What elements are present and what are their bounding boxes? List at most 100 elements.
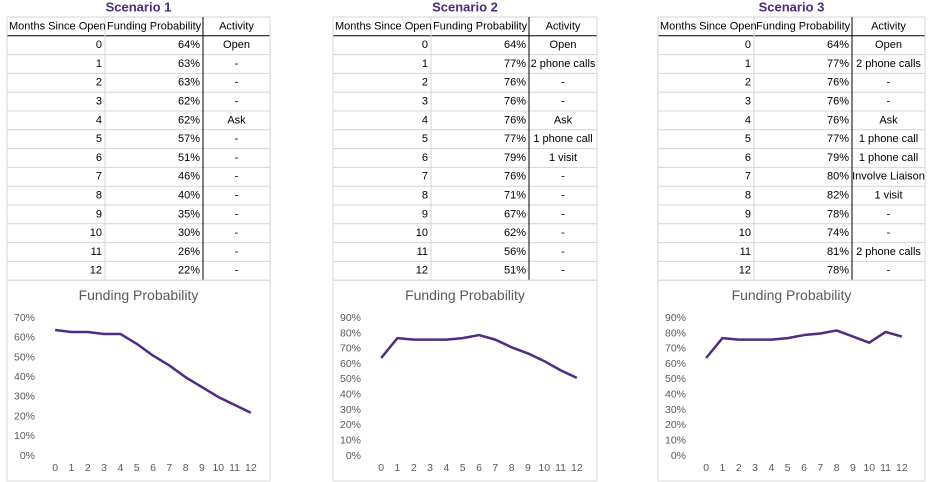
header-cell: Funding Probability	[756, 20, 851, 32]
table-cell: 8	[745, 190, 751, 202]
table-cell: 79%	[827, 152, 849, 164]
table-cell: 78%	[827, 265, 849, 277]
header-cell: Months Since Open	[660, 20, 757, 32]
y-tick-label: 20%	[14, 410, 35, 422]
header-cell: Funding Probability	[107, 20, 202, 32]
chart-title: Funding Probability	[732, 287, 852, 303]
table-cell: -	[887, 265, 891, 277]
table-cell: 76%	[504, 171, 526, 183]
x-tick-label: 12	[896, 462, 908, 474]
x-tick-label: 6	[801, 462, 807, 474]
table-cell: 40%	[178, 190, 200, 202]
x-tick-label: 4	[768, 462, 774, 474]
table-cell: 77%	[827, 133, 849, 145]
table-cell: 62%	[178, 96, 200, 108]
table-cell: -	[561, 171, 565, 183]
table-cell: 56%	[504, 246, 526, 258]
table-cell: -	[235, 96, 239, 108]
table-cell: 2	[422, 77, 428, 89]
table-cell: 76%	[827, 114, 849, 126]
x-tick-label: 5	[134, 462, 140, 474]
table-cell: 77%	[827, 58, 849, 70]
table-cell: 12	[416, 265, 428, 277]
table-cell: Ask	[554, 114, 573, 126]
table-cell: 35%	[178, 208, 200, 220]
table-cell: 78%	[827, 208, 849, 220]
y-tick-label: 0%	[20, 450, 35, 462]
table-cell: 51%	[504, 265, 526, 277]
table-cell: -	[561, 246, 565, 258]
header-cell: Months Since Open	[9, 20, 106, 32]
table-cell: 6	[96, 152, 102, 164]
table-cell: 12	[90, 265, 102, 277]
y-tick-label: 60%	[14, 332, 35, 344]
y-tick-label: 70%	[14, 312, 35, 324]
x-tick-label: 7	[166, 462, 172, 474]
table-cell: 4	[422, 114, 428, 126]
table-cell: 46%	[178, 171, 200, 183]
table-cell: 4	[96, 114, 102, 126]
table-cell: 64%	[178, 39, 200, 51]
table-cell: 76%	[504, 114, 526, 126]
table-cell: 26%	[178, 246, 200, 258]
table-cell: 76%	[827, 96, 849, 108]
table-cell: 3	[745, 96, 751, 108]
table-cell: 1 visit	[874, 190, 902, 202]
table-cell: 0	[96, 39, 102, 51]
table-cell: 63%	[178, 58, 200, 70]
table-cell: 11	[91, 246, 102, 258]
x-tick-label: 4	[117, 462, 123, 474]
header-cell: Months Since Open	[335, 20, 432, 32]
table-cell: 1 visit	[549, 152, 577, 164]
y-tick-label: 60%	[665, 358, 686, 370]
table-cell: Involve Liaison	[852, 171, 925, 183]
x-tick-label: 8	[509, 462, 515, 474]
x-tick-label: 0	[378, 462, 384, 474]
table-cell: -	[235, 227, 239, 239]
table-cell: 0	[745, 39, 751, 51]
scenario-title: Scenario 2	[432, 0, 498, 14]
table-cell: -	[235, 77, 239, 89]
table-cell: 7	[422, 171, 428, 183]
y-tick-label: 70%	[340, 343, 361, 355]
table-cell: 6	[745, 152, 751, 164]
table-cell: 8	[96, 190, 102, 202]
table-cell: 57%	[178, 133, 200, 145]
y-tick-label: 10%	[14, 430, 35, 442]
table-cell: 80%	[827, 171, 849, 183]
table-cell: 2 phone calls	[531, 58, 596, 70]
x-tick-label: 10	[538, 462, 550, 474]
table-cell: 82%	[827, 190, 849, 202]
table-cell: 77%	[504, 133, 526, 145]
x-tick-label: 11	[229, 462, 240, 474]
x-tick-label: 8	[834, 462, 840, 474]
x-tick-label: 5	[460, 462, 466, 474]
x-tick-label: 10	[212, 462, 224, 474]
x-tick-label: 2	[411, 462, 417, 474]
y-tick-label: 30%	[665, 404, 686, 416]
table-cell: -	[235, 246, 239, 258]
header-cell: Activity	[871, 20, 906, 32]
table-cell: 76%	[827, 77, 849, 89]
table-cell: 81%	[827, 246, 849, 258]
table-cell: -	[561, 96, 565, 108]
table-cell: 64%	[504, 39, 526, 51]
table-cell: Open	[223, 39, 250, 51]
table-cell: -	[235, 58, 239, 70]
table-cell: Open	[875, 39, 902, 51]
table-cell: 8	[422, 190, 428, 202]
table-cell: 63%	[178, 77, 200, 89]
y-tick-label: 0%	[671, 450, 686, 462]
table-cell: 30%	[178, 227, 200, 239]
table-cell: Open	[550, 39, 577, 51]
x-tick-label: 6	[150, 462, 156, 474]
table-cell: 5	[96, 133, 102, 145]
table-cell: 9	[745, 208, 751, 220]
table-cell: 0	[422, 39, 428, 51]
table-cell: 1	[422, 58, 428, 70]
y-tick-label: 50%	[14, 351, 35, 363]
y-tick-label: 90%	[340, 312, 361, 324]
table-cell: Ask	[227, 114, 246, 126]
chart-title: Funding Probability	[79, 287, 199, 303]
table-cell: 4	[745, 114, 751, 126]
